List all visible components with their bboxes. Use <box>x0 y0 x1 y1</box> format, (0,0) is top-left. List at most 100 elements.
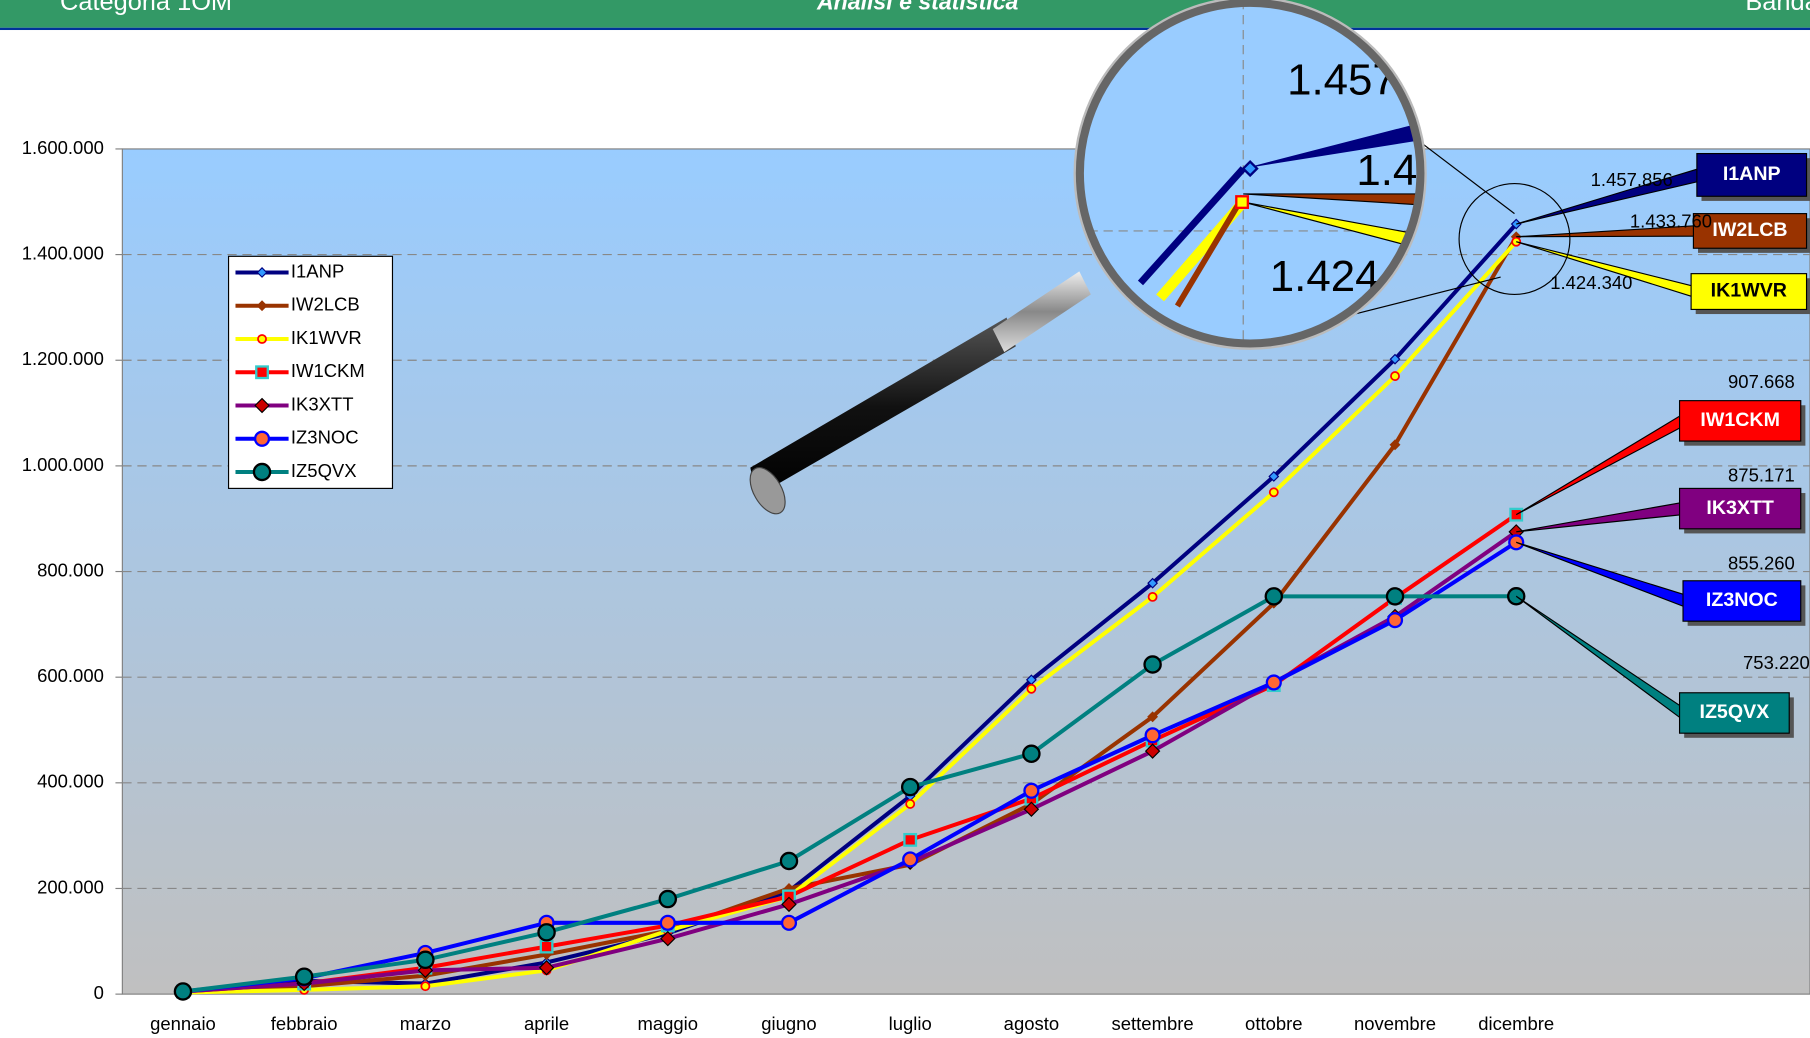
magnifier: 1.457 1.4 1.424 <box>749 0 1571 515</box>
lens-marker <box>1235 195 1249 209</box>
y-tick-label: 0 <box>94 982 104 1003</box>
callout: IW1CKM 907.668 <box>1515 371 1806 516</box>
marker <box>294 967 314 986</box>
marker <box>900 777 920 797</box>
x-tick-label: giugno <box>761 1013 816 1034</box>
value-label: 753.220 <box>1743 652 1810 673</box>
callout: IK1WVR 1.424.340 <box>1516 241 1810 315</box>
marker <box>1147 577 1159 589</box>
marker <box>1143 655 1162 674</box>
marker <box>658 889 678 909</box>
value-label: 1.433.760 <box>1630 211 1712 232</box>
marker <box>1265 674 1282 691</box>
marker <box>1026 683 1037 694</box>
marker <box>903 832 918 847</box>
x-tick-label: agosto <box>1004 1013 1059 1034</box>
marker <box>1386 612 1404 629</box>
y-tick-label: 1.600.000 <box>22 137 104 158</box>
legend-label: IZ3NOC <box>291 427 359 448</box>
legend-marker <box>256 267 268 278</box>
marker <box>538 959 555 976</box>
callout: IZ3NOC 855.260 <box>1516 541 1806 626</box>
legend-marker <box>253 430 271 447</box>
callout: I1ANP 1.457.856 <box>1516 152 1810 225</box>
header-left: Categoria 1OM <box>60 0 232 16</box>
value-label: 1.424.340 <box>1550 272 1632 293</box>
lens-label: 1.4 <box>1356 146 1417 195</box>
header-rule <box>0 27 1810 31</box>
callout-label: IW2LCB <box>1712 219 1787 241</box>
legend-label: IK1WVR <box>291 327 362 348</box>
marker <box>902 851 919 868</box>
callout-box <box>1682 580 1802 622</box>
legend-marker <box>256 300 268 312</box>
y-tick-label: 600.000 <box>37 665 104 686</box>
lens-marker <box>1241 160 1259 178</box>
callout-box <box>1678 487 1802 530</box>
marker <box>1023 801 1040 817</box>
x-tick-label: marzo <box>400 1013 451 1034</box>
series-line <box>182 540 1518 994</box>
y-tick-label: 200.000 <box>37 876 104 897</box>
marker <box>537 923 556 942</box>
series-line <box>182 240 1518 995</box>
marker <box>781 896 797 913</box>
series <box>173 587 1526 1001</box>
marker <box>1147 711 1159 723</box>
marker <box>539 939 554 954</box>
lens-line <box>1243 193 1419 207</box>
series-line <box>182 594 1517 994</box>
marker <box>659 914 676 931</box>
series-line <box>182 235 1518 994</box>
x-tick-label: novembre <box>1354 1013 1436 1034</box>
x-tick-label: gennaio <box>150 1013 216 1034</box>
legend: I1ANP IW2LCB IK1WVR IW1CKM IK3XTT IZ3NOC IZ5QV… <box>227 255 394 489</box>
x-tick-label: maggio <box>637 1013 698 1034</box>
chart-layer: 0 200.000 400.000 600.000 800.000 1.000.000 1.… <box>22 137 1810 1034</box>
lens-line <box>1174 194 1246 308</box>
marker <box>780 914 798 931</box>
y-tick-label: 1.400.000 <box>22 242 104 263</box>
x-tick-label: dicembre <box>1478 1013 1554 1034</box>
legend-marker <box>255 365 269 380</box>
callout: IK3XTT 875.171 <box>1516 465 1806 534</box>
lens-line <box>1243 201 1419 253</box>
marker <box>1023 782 1040 799</box>
value-label: 907.668 <box>1728 371 1795 392</box>
marker <box>1389 353 1401 365</box>
callout-box <box>1690 273 1808 311</box>
series <box>177 218 1522 997</box>
x-tick-label: luglio <box>889 1013 932 1034</box>
marker <box>660 930 676 947</box>
lens-line <box>1137 166 1246 286</box>
marker <box>1390 371 1400 381</box>
x-tick-label: aprile <box>524 1013 569 1034</box>
callout-label: IK1WVR <box>1711 280 1787 302</box>
y-tick-label: 1.200.000 <box>22 348 104 369</box>
handle-end <box>749 467 786 515</box>
callout-box <box>1692 213 1808 249</box>
marker <box>1147 591 1158 602</box>
lens-rim <box>1073 0 1427 350</box>
x-tick-label: febbraio <box>271 1013 338 1034</box>
value-label: 875.171 <box>1728 465 1795 486</box>
marker <box>1264 587 1284 606</box>
y-tick-label: 400.000 <box>37 771 104 792</box>
legend-label: IZ5QVX <box>291 460 357 481</box>
legend-label: IW1CKM <box>291 360 365 381</box>
marker <box>905 799 916 809</box>
handle-neck <box>992 271 1091 353</box>
marker <box>173 982 193 1001</box>
series-line <box>182 222 1518 994</box>
handle <box>750 317 1016 497</box>
y-tick-label: 800.000 <box>37 559 104 580</box>
lens-label: 1.424 <box>1270 252 1380 301</box>
x-tick-label: ottobre <box>1245 1013 1302 1034</box>
lens-rim <box>1074 0 1426 349</box>
zoom-circle <box>1458 183 1571 296</box>
callout-label: IK3XTT <box>1706 497 1774 519</box>
header-right: Banda 144 MHz <box>1745 0 1810 16</box>
callout-label: IW1CKM <box>1700 409 1780 431</box>
